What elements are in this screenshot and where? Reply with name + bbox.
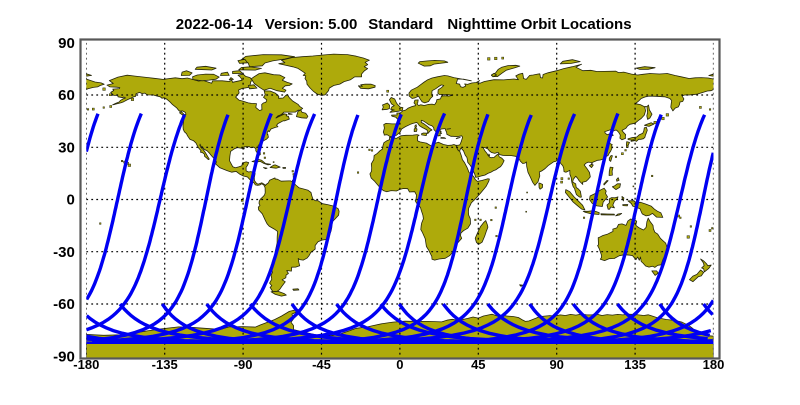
svg-text:Standard: Standard — [368, 16, 433, 33]
svg-text:135: 135 — [624, 357, 646, 372]
svg-text:-90: -90 — [53, 348, 75, 365]
svg-text:-90: -90 — [234, 357, 253, 372]
svg-text:-45: -45 — [312, 357, 331, 372]
svg-text:90: 90 — [58, 35, 75, 52]
svg-text:45: 45 — [471, 357, 485, 372]
svg-text:-180: -180 — [73, 357, 99, 372]
svg-text:-135: -135 — [152, 357, 178, 372]
svg-text:0: 0 — [396, 357, 403, 372]
svg-text:-60: -60 — [53, 296, 75, 313]
svg-text:-30: -30 — [53, 244, 75, 261]
svg-text:Version: 5.00: Version: 5.00 — [265, 16, 358, 33]
svg-text:2022-06-14: 2022-06-14 — [176, 16, 253, 33]
svg-text:Nighttime Orbit Locations: Nighttime Orbit Locations — [447, 16, 631, 33]
svg-text:90: 90 — [549, 357, 563, 372]
svg-text:60: 60 — [58, 87, 75, 104]
svg-text:30: 30 — [58, 140, 75, 157]
svg-text:0: 0 — [66, 192, 74, 209]
svg-text:180: 180 — [703, 357, 725, 372]
